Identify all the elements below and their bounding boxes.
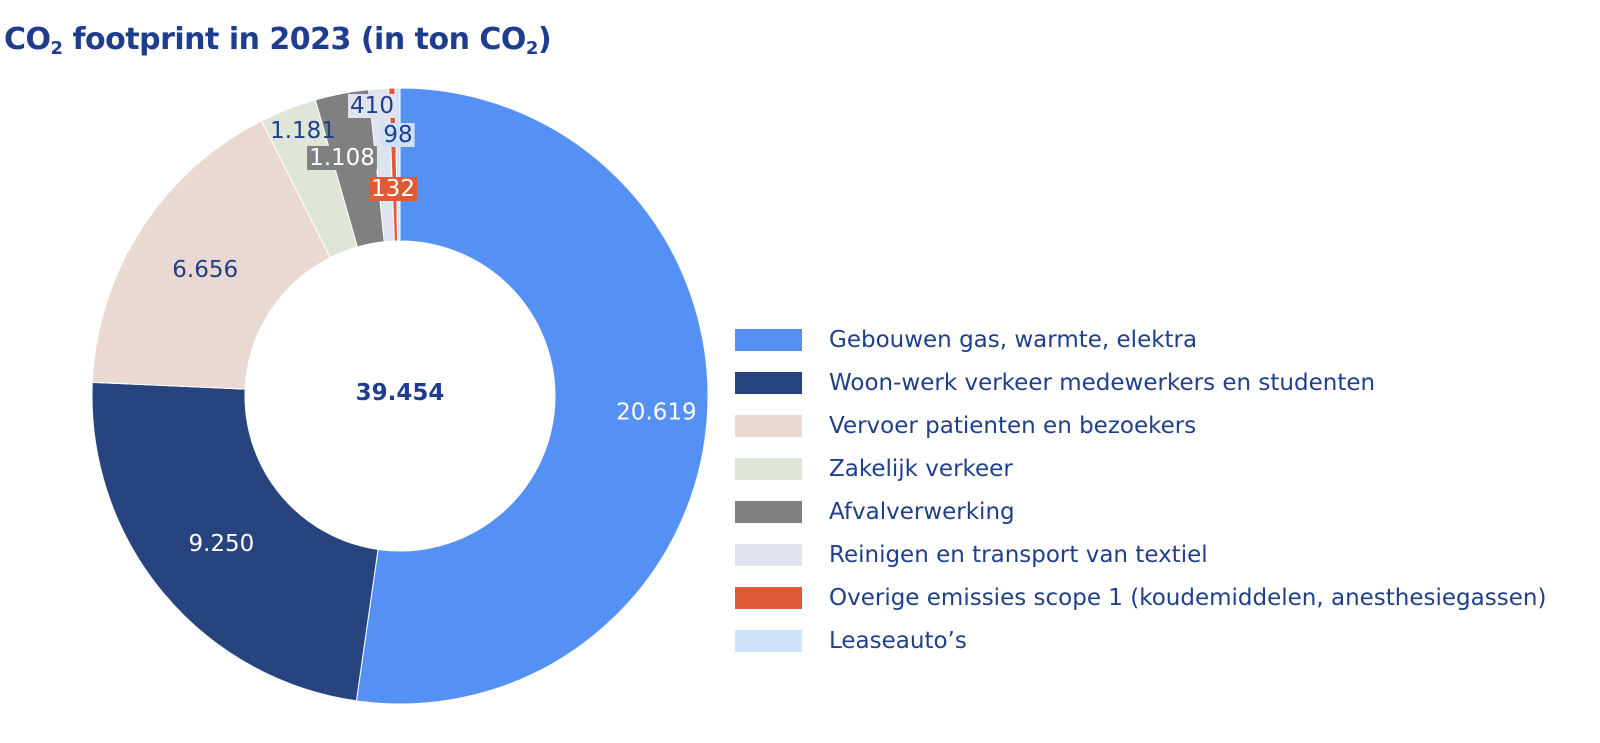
data-label-reinigen-en-transport-van-textiel: 410 [350,93,394,119]
slice-gebouwen-gas-warmte-elektra [355,87,709,705]
legend-label: Woon-werk verkeer medewerkers en student… [829,369,1376,396]
total-label: 39.454 [356,380,445,406]
data-label-bg-overige-emissies-scope-1-koudemiddelen-anesthesiegassen [369,177,417,201]
legend-item-overige-emissies-scope-1-koudemiddelen-anesthesiegassen: Overige emissies scope 1 (koudemiddelen,… [735,576,1546,619]
data-label-bg-leaseauto-s [381,123,415,147]
chart-legend: Gebouwen gas, warmte, elektra Woon-werk v… [735,318,1546,662]
slice-vervoer-patienten-en-bezoekers [91,120,331,390]
title-subscript-1: 2 [50,38,64,59]
legend-item-leaseauto-s: Leaseauto’s [735,619,1546,662]
chart-title: CO2 footprint in 2023 (in ton CO2) [4,22,552,59]
legend-swatch [735,328,802,351]
data-label-vervoer-patienten-en-bezoekers: 6.656 [172,257,238,283]
legend-label: Reinigen en transport van textiel [829,541,1208,568]
legend-item-gebouwen-gas-warmte-elektra: Gebouwen gas, warmte, elektra [735,318,1546,361]
legend-item-vervoer-patienten-en-bezoekers: Vervoer patienten en bezoekers [735,404,1546,447]
data-label-afvalverwerking: 1.108 [309,145,375,171]
legend-item-zakelijk-verkeer: Zakelijk verkeer [735,447,1546,490]
data-label-overige-emissies-scope-1-koudemiddelen-anesthesiegassen: 132 [371,176,415,202]
data-label-bg-afvalverwerking [307,146,377,170]
data-label-zakelijk-verkeer: 1.181 [270,118,336,144]
legend-label: Zakelijk verkeer [829,455,1013,482]
title-middle: footprint in 2023 (in ton CO [62,22,527,57]
legend-swatch [735,586,802,609]
title-subscript-2: 2 [525,38,539,59]
legend-swatch [735,371,802,394]
title-prefix: CO [4,22,51,57]
data-label-leaseauto-s: 98 [383,122,412,148]
data-label-bg-reinigen-en-transport-van-textiel [348,94,396,118]
legend-label: Gebouwen gas, warmte, elektra [829,326,1198,353]
legend-swatch [735,414,802,437]
title-suffix: ) [537,22,552,57]
legend-label: Vervoer patienten en bezoekers [829,412,1197,439]
data-label-gebouwen-gas-warmte-elektra: 20.619 [616,399,696,425]
legend-item-reinigen-en-transport-van-textiel: Reinigen en transport van textiel [735,533,1546,576]
legend-label: Leaseauto’s [829,627,967,654]
legend-item-afvalverwerking: Afvalverwerking [735,490,1546,533]
legend-swatch [735,543,802,566]
legend-swatch [735,629,802,652]
legend-item-woon-werk-verkeer-medewerkers-en-studenten: Woon-werk verkeer medewerkers en student… [735,361,1546,404]
legend-swatch [735,457,802,480]
legend-label: Overige emissies scope 1 (koudemiddelen,… [829,584,1547,611]
legend-label: Afvalverwerking [829,498,1015,525]
legend-swatch [735,500,802,523]
data-label-woon-werk-verkeer-medewerkers-en-studenten: 9.250 [188,531,254,557]
slice-woon-werk-verkeer-medewerkers-en-studenten [91,381,379,702]
